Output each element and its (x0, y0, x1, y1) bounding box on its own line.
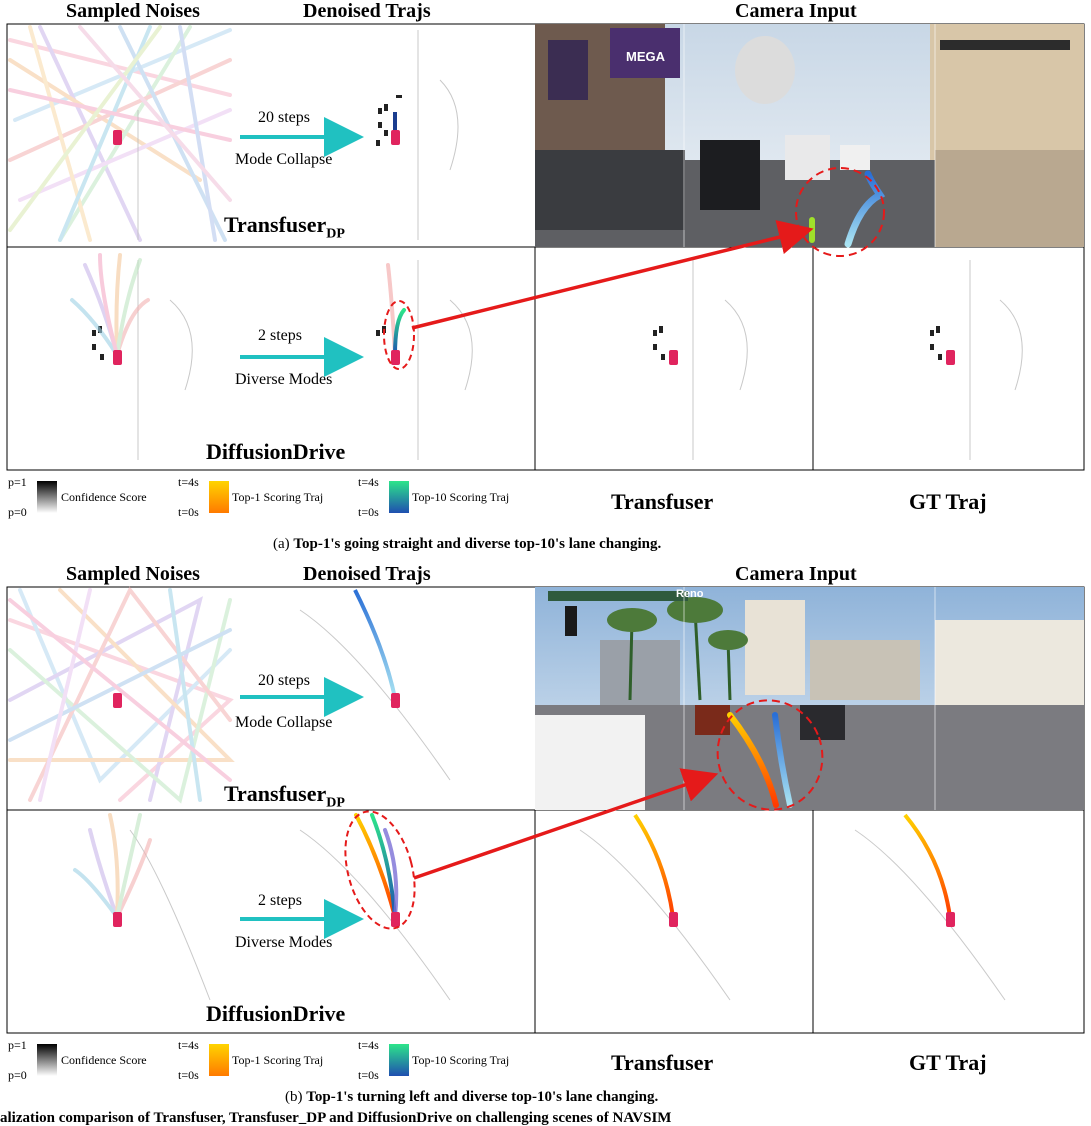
model-label-transfuser-dp-a: TransfuserDP (224, 212, 345, 242)
legend-t4-top1-a: t=4s (178, 475, 199, 489)
label-gt-traj-b: GT Traj (909, 1050, 987, 1075)
header-camera-input-a: Camera Input (735, 0, 857, 22)
header-camera-input-b: Camera Input (735, 563, 857, 585)
legend-t0-top1-b: t=0s (178, 1068, 199, 1082)
camera-sign-a: MEGA (626, 49, 665, 64)
steps-label-a2: 2 steps (258, 327, 302, 344)
legend-t0-top1-a: t=0s (178, 505, 199, 519)
caption-b: (b) Top-1's turning left and diverse top… (285, 1089, 659, 1105)
header-denoised-trajs-b: Denoised Trajs (303, 563, 431, 585)
steps-label-a1: 20 steps (258, 109, 310, 126)
bev-objects-a (92, 95, 942, 360)
legend-p1-b: p=1 (8, 1038, 27, 1052)
legend-p0-a: p=0 (8, 505, 27, 519)
label-transfuser-a: Transfuser (611, 489, 714, 514)
label-transfuser-b: Transfuser (611, 1050, 714, 1075)
legend-t4-top10-a: t=4s (358, 475, 379, 489)
noise-lines-a (8, 25, 232, 242)
mode-label-a2: Diverse Modes (235, 371, 333, 388)
label-gt-traj-a: GT Traj (909, 489, 987, 514)
legend-top1-b: Top-1 Scoring Traj (232, 1053, 324, 1067)
mode-label-b2: Diverse Modes (235, 934, 333, 951)
legend-t4-top10-b: t=4s (358, 1038, 379, 1052)
header-sampled-noises-a: Sampled Noises (66, 0, 200, 22)
legend-t0-top10-b: t=0s (358, 1068, 379, 1082)
camera-sign-b: Reno (676, 588, 704, 600)
camera-image-a (535, 24, 1084, 257)
model-label-diffusiondrive-b: DiffusionDrive (206, 1001, 346, 1026)
legend-t4-top1-b: t=4s (178, 1038, 199, 1052)
model-label-diffusiondrive-a: DiffusionDrive (206, 439, 346, 464)
ego-car-a1 (113, 130, 122, 145)
legend-p0-b: p=0 (8, 1068, 27, 1082)
legend-top10-b: Top-10 Scoring Traj (412, 1053, 510, 1067)
bev-marks-a (137, 30, 1023, 460)
header-sampled-noises-b: Sampled Noises (66, 563, 200, 585)
caption-a: (a) Top-1's going straight and diverse t… (273, 536, 662, 552)
camera-image-b (535, 587, 1084, 811)
model-label-transfuser-dp-b: TransfuserDP (224, 781, 345, 811)
legend-confidence-b: Confidence Score (61, 1053, 147, 1067)
header-denoised-trajs-a: Denoised Trajs (303, 0, 431, 22)
red-arrow-a (411, 220, 814, 330)
legend-p1-a: p=1 (8, 475, 27, 489)
bottom-cut-caption: alization comparison of Transfuser, Tran… (0, 1110, 672, 1126)
legend-confidence-a: Confidence Score (61, 490, 147, 504)
diverse-trajs-a (386, 263, 406, 357)
noise-lines-b (8, 586, 235, 804)
mode-label-b1: Mode Collapse (235, 714, 333, 731)
legend-top1-a: Top-1 Scoring Traj (232, 490, 324, 504)
mode-label-a1: Mode Collapse (235, 151, 333, 168)
steps-label-b2: 2 steps (258, 892, 302, 909)
legend-t0-top10-a: t=0s (358, 505, 379, 519)
ego-car-a2 (391, 130, 400, 145)
legend-top10-a: Top-10 Scoring Traj (412, 490, 510, 504)
steps-label-b1: 20 steps (258, 672, 310, 689)
noise-lines-a2 (70, 253, 150, 357)
